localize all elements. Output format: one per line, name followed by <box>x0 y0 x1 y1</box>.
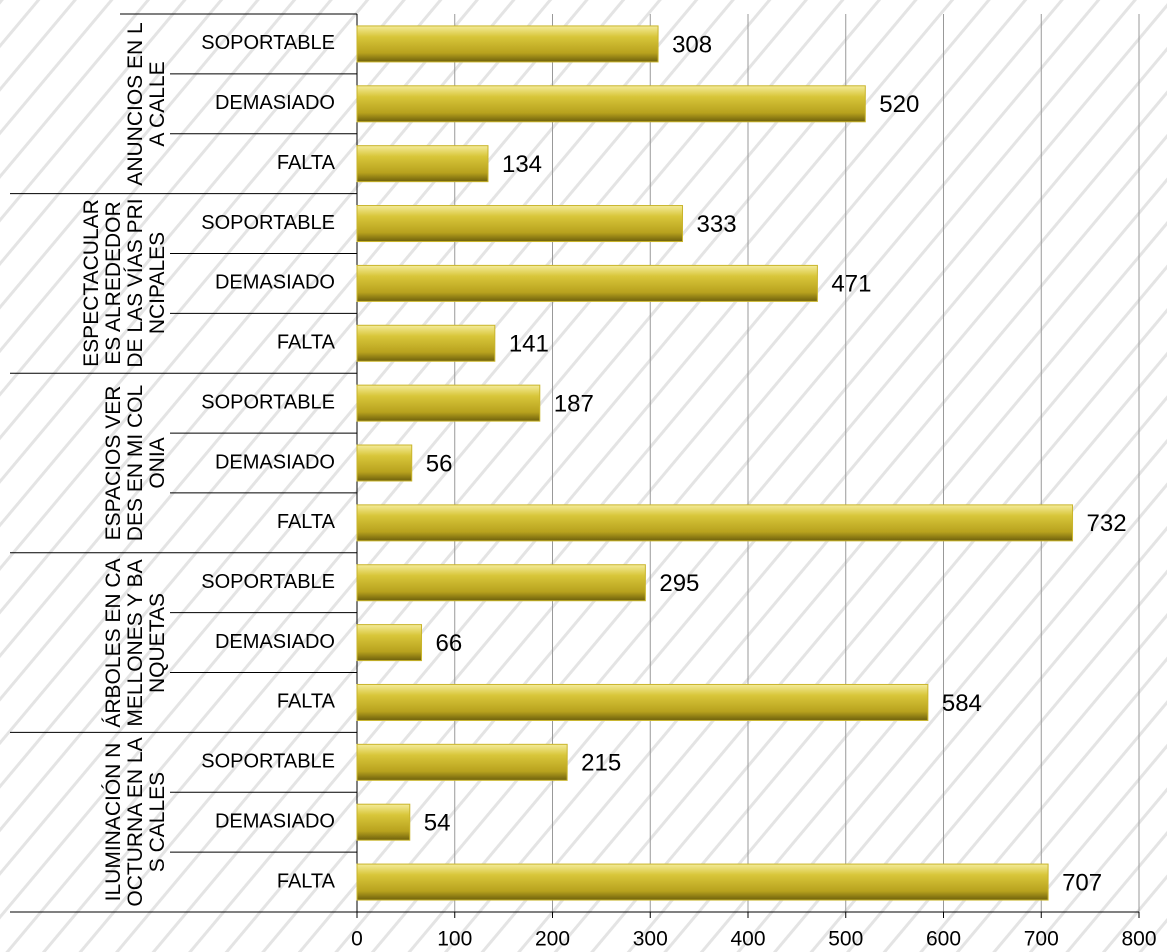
category-label: DEMASIADO <box>215 810 335 832</box>
bar <box>356 863 1049 901</box>
category-label: FALTA <box>277 511 336 533</box>
value-label: 295 <box>659 570 699 597</box>
bar <box>356 444 413 482</box>
bar <box>356 384 541 422</box>
category-label: FALTA <box>277 152 336 174</box>
category-label: DEMASIADO <box>215 92 335 114</box>
category-label: SOPORTABLE <box>201 571 335 593</box>
bar <box>356 85 866 123</box>
group-label: ANUNCIOS EN LA CALLE <box>123 22 169 186</box>
x-tick-label: 300 <box>633 928 668 951</box>
value-label: 520 <box>879 91 919 118</box>
value-label: 187 <box>554 390 594 417</box>
value-label: 56 <box>426 450 453 477</box>
bar <box>356 324 496 362</box>
value-label: 707 <box>1062 869 1102 896</box>
value-label: 215 <box>581 750 621 777</box>
category-label: FALTA <box>277 691 336 713</box>
bar <box>356 25 659 63</box>
bar <box>356 564 646 602</box>
category-label: SOPORTABLE <box>201 32 335 54</box>
group-label: ÁRBOLES EN CAMELLONES Y BANQUETAS <box>101 557 169 728</box>
bar <box>356 205 684 243</box>
x-tick-label: 100 <box>437 928 472 951</box>
x-tick-label: 0 <box>351 928 363 951</box>
value-label: 66 <box>436 630 463 657</box>
bar <box>356 803 411 841</box>
group-label: ILUMINACIÓN NOCTURNA EN LAS CALLES <box>101 737 169 907</box>
x-tick-label: 200 <box>535 928 570 951</box>
x-tick-label: 700 <box>1024 928 1059 951</box>
category-label: FALTA <box>277 870 336 892</box>
category-label: SOPORTABLE <box>201 751 335 773</box>
bar <box>356 743 568 781</box>
category-label: SOPORTABLE <box>201 391 335 413</box>
group-label: ESPACIOS VERDES EN MI COLONIA <box>101 384 169 542</box>
bar <box>356 683 929 721</box>
x-tick-label: 500 <box>828 928 863 951</box>
value-label: 333 <box>697 211 737 238</box>
category-label: SOPORTABLE <box>201 212 335 234</box>
bar <box>356 264 818 302</box>
value-label: 308 <box>672 31 712 58</box>
value-label: 141 <box>509 331 549 358</box>
value-label: 54 <box>424 810 451 837</box>
x-tick-label: 400 <box>730 928 765 951</box>
x-tick-label: 600 <box>926 928 961 951</box>
category-label: DEMASIADO <box>215 631 335 653</box>
value-label: 134 <box>502 151 542 178</box>
value-label: 732 <box>1087 510 1127 537</box>
value-label: 584 <box>942 690 982 717</box>
bar <box>356 624 423 662</box>
bar <box>356 145 489 183</box>
category-label: DEMASIADO <box>215 272 335 294</box>
category-label: DEMASIADO <box>215 451 335 473</box>
category-label: FALTA <box>277 332 336 354</box>
group-label: ESPECTACULARES ALREDEDOR DE LAS VÍAS PRI… <box>79 198 169 369</box>
bar <box>356 504 1074 542</box>
value-label: 471 <box>831 271 871 298</box>
x-tick-label: 800 <box>1121 928 1156 951</box>
